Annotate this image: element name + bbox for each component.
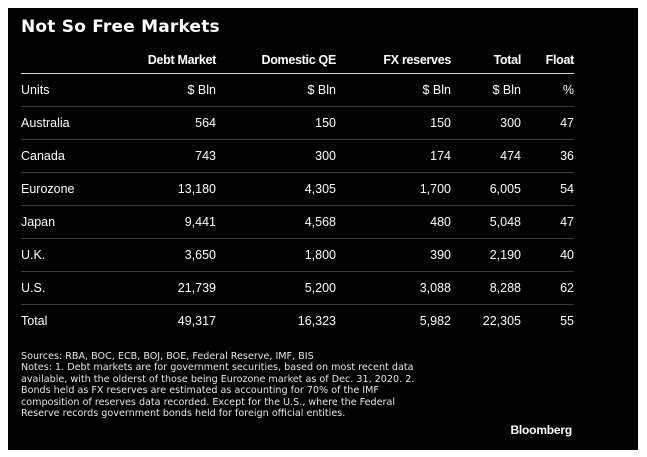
notes-line: available, with the olderst of those bei… bbox=[21, 373, 415, 385]
table-cell: 564 bbox=[121, 106, 216, 140]
units-row: Units $ Bln $ Bln $ Bln $ Bln % bbox=[21, 73, 574, 107]
source-notes: Sources: RBA, BOC, ECB, BOJ, BOE, Federa… bbox=[21, 351, 491, 419]
bloomberg-logo: Bloomberg bbox=[510, 423, 572, 437]
column-header: FX reserves bbox=[336, 46, 451, 74]
table-cell: 13,180 bbox=[121, 172, 216, 206]
table-cell: 743 bbox=[121, 139, 216, 173]
table-cell: $ Bln bbox=[336, 73, 451, 107]
table-cell: 1,700 bbox=[336, 172, 451, 206]
table-cell: Australia bbox=[21, 106, 121, 140]
table-cell: U.K. bbox=[21, 238, 121, 272]
table-row: U.S. 21,739 5,200 3,088 8,288 62 bbox=[21, 271, 574, 305]
table-cell: 21,739 bbox=[121, 271, 216, 305]
table-cell: 62 bbox=[521, 271, 574, 305]
column-header: Float bbox=[521, 46, 574, 74]
column-header: Debt Market bbox=[121, 46, 216, 74]
table-cell: 2,190 bbox=[451, 238, 521, 272]
table-cell: 474 bbox=[451, 139, 521, 173]
table-cell: Eurozone bbox=[21, 172, 121, 206]
table-cell: 5,200 bbox=[216, 271, 336, 305]
table-cell: 5,048 bbox=[451, 205, 521, 239]
table-cell: Japan bbox=[21, 205, 121, 239]
table-cell: 9,441 bbox=[121, 205, 216, 239]
table-cell: 480 bbox=[336, 205, 451, 239]
notes-line: Bonds held as FX reserves are estimated … bbox=[21, 385, 379, 397]
total-row: Total 49,317 16,323 5,982 22,305 55 bbox=[21, 305, 574, 338]
table-cell: 22,305 bbox=[482, 314, 521, 328]
table-cell: 49,317 bbox=[177, 314, 216, 328]
table-cell: 1,800 bbox=[216, 238, 336, 272]
table-cell: % bbox=[521, 73, 574, 107]
table-cell: 54 bbox=[521, 172, 574, 206]
table-cell: 300 bbox=[216, 139, 336, 173]
table-cell: Units bbox=[21, 73, 121, 107]
column-header: Total bbox=[451, 46, 521, 74]
table-cell: 4,568 bbox=[216, 205, 336, 239]
table-row: Japan 9,441 4,568 480 5,048 47 bbox=[21, 205, 574, 239]
table-cell: 150 bbox=[336, 106, 451, 140]
table-cell: Total bbox=[21, 314, 48, 328]
table-cell: 8,288 bbox=[451, 271, 521, 305]
table-cell: 47 bbox=[521, 205, 574, 239]
table-cell: Canada bbox=[21, 139, 121, 173]
table-cell: 6,005 bbox=[451, 172, 521, 206]
table-cell: 47 bbox=[521, 106, 574, 140]
table-cell: 16,323 bbox=[297, 314, 336, 328]
table-cell: U.S. bbox=[21, 271, 121, 305]
header-row: Debt Market Domestic QE FX reserves Tota… bbox=[21, 46, 574, 74]
chart-title: Not So Free Markets bbox=[21, 17, 220, 37]
notes-line: composition of reserves data recorded. E… bbox=[21, 396, 396, 408]
table-cell: 390 bbox=[336, 238, 451, 272]
table-cell: 5,982 bbox=[419, 314, 451, 328]
table-cell: 3,088 bbox=[336, 271, 451, 305]
table-cell: 4,305 bbox=[216, 172, 336, 206]
data-table: Debt Market Domestic QE FX reserves Tota… bbox=[21, 46, 574, 337]
column-header bbox=[21, 46, 121, 74]
notes-line: Notes: 1. Debt markets are for governmen… bbox=[21, 362, 414, 374]
table-cell: 3,650 bbox=[121, 238, 216, 272]
table-row: Eurozone 13,180 4,305 1,700 6,005 54 bbox=[21, 172, 574, 206]
table-row: Canada 743 300 174 474 36 bbox=[21, 139, 574, 173]
table-row: U.K. 3,650 1,800 390 2,190 40 bbox=[21, 238, 574, 272]
table-cell: 36 bbox=[521, 139, 574, 173]
notes-line: Sources: RBA, BOC, ECB, BOJ, BOE, Federa… bbox=[21, 351, 314, 362]
table-cell: 174 bbox=[336, 139, 451, 173]
chart-card: Not So Free Markets Debt Market Domestic… bbox=[8, 8, 638, 450]
table-cell: $ Bln bbox=[451, 73, 521, 107]
notes-line: Reserve records government bonds held fo… bbox=[21, 408, 346, 420]
table-row: Australia 564 150 150 300 47 bbox=[21, 106, 574, 140]
table-cell: $ Bln bbox=[216, 73, 336, 107]
column-header: Domestic QE bbox=[216, 46, 336, 74]
table-cell: 40 bbox=[521, 238, 574, 272]
table-cell: 300 bbox=[451, 106, 521, 140]
table-cell: 150 bbox=[216, 106, 336, 140]
table-cell: 55 bbox=[560, 314, 574, 328]
table-cell: $ Bln bbox=[121, 73, 216, 107]
